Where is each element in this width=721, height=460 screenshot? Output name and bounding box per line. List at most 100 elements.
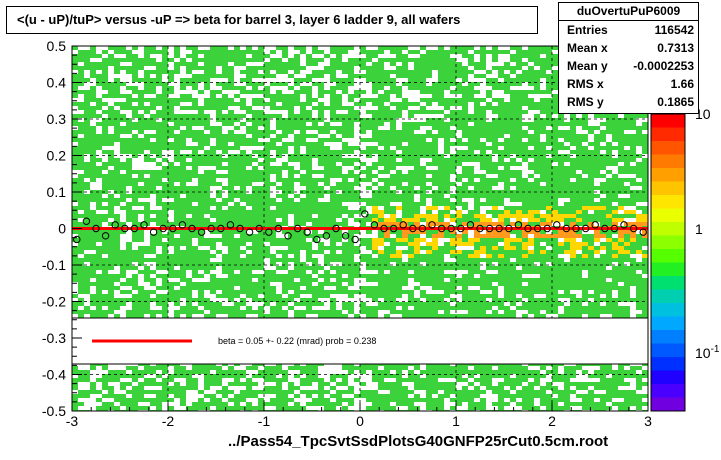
sparse-cell xyxy=(102,390,108,394)
sparse-cell xyxy=(258,78,264,82)
sparse-cell xyxy=(270,46,276,50)
sparse-cell xyxy=(222,398,228,402)
sparse-cell xyxy=(138,46,144,50)
sparse-cell xyxy=(384,50,390,54)
sparse-cell xyxy=(318,366,324,370)
sparse-cell xyxy=(324,238,330,242)
sparse-cell xyxy=(468,110,474,114)
sparse-cell xyxy=(540,134,546,138)
sparse-cell xyxy=(162,78,168,82)
sparse-cell xyxy=(336,122,342,126)
dense-cell xyxy=(492,246,498,250)
sparse-cell xyxy=(150,222,156,226)
sparse-cell xyxy=(114,290,120,294)
sparse-cell xyxy=(300,82,306,86)
sparse-cell xyxy=(192,290,198,294)
sparse-cell xyxy=(174,74,180,78)
sparse-cell xyxy=(576,398,582,402)
sparse-cell xyxy=(480,170,486,174)
sparse-cell xyxy=(228,106,234,110)
sparse-cell xyxy=(510,406,516,410)
sparse-cell xyxy=(96,386,102,390)
sparse-cell xyxy=(198,82,204,86)
sparse-cell xyxy=(102,146,108,150)
sparse-cell xyxy=(612,262,618,266)
sparse-cell xyxy=(456,106,462,110)
profile-point xyxy=(399,221,407,229)
sparse-cell xyxy=(186,90,192,94)
sparse-cell xyxy=(90,122,96,126)
sparse-cell xyxy=(414,118,420,122)
dense-cell xyxy=(570,246,576,250)
sparse-cell xyxy=(258,378,264,382)
profile-point xyxy=(82,217,91,225)
sparse-cell xyxy=(132,130,138,134)
sparse-cell xyxy=(438,290,444,294)
sparse-cell xyxy=(282,174,288,178)
colorbar-segment xyxy=(651,235,685,250)
sparse-cell xyxy=(210,386,216,390)
sparse-cell xyxy=(174,306,180,310)
profile-point xyxy=(495,224,503,233)
sparse-cell xyxy=(354,202,360,206)
sparse-cell xyxy=(168,218,174,222)
dense-cell xyxy=(642,218,648,222)
sparse-cell xyxy=(126,90,132,94)
sparse-cell xyxy=(96,370,102,374)
profile-point xyxy=(130,224,139,233)
sparse-cell xyxy=(102,54,108,58)
sparse-cell xyxy=(150,286,156,290)
sparse-cell xyxy=(312,314,318,318)
sparse-cell xyxy=(222,378,228,382)
sparse-cell xyxy=(222,110,228,114)
sparse-cell xyxy=(378,182,384,186)
sparse-cell xyxy=(276,110,282,114)
sparse-cell xyxy=(330,370,336,374)
sparse-cell xyxy=(186,138,192,142)
profile-point xyxy=(553,221,561,229)
sparse-cell xyxy=(336,294,342,298)
sparse-cell xyxy=(288,134,294,138)
sparse-cell xyxy=(318,46,324,50)
colorbar-segment xyxy=(651,168,685,182)
sparse-cell xyxy=(588,122,594,126)
sparse-cell xyxy=(372,58,378,62)
sparse-cell xyxy=(120,210,126,214)
y-tick-label: 0.2 xyxy=(47,148,67,164)
sparse-cell xyxy=(258,382,264,386)
dense-cell xyxy=(504,238,510,242)
sparse-cell xyxy=(336,90,342,94)
sparse-cell xyxy=(204,294,210,298)
sparse-cell xyxy=(492,406,498,410)
dense-cell xyxy=(576,234,582,238)
sparse-cell xyxy=(270,134,276,138)
sparse-cell xyxy=(354,242,360,246)
sparse-cell xyxy=(426,94,432,98)
sparse-cell xyxy=(546,230,552,234)
dense-cell xyxy=(642,214,648,218)
sparse-cell xyxy=(324,86,330,90)
sparse-cell xyxy=(642,390,648,394)
profile-point xyxy=(409,224,417,233)
dense-cell xyxy=(618,238,624,242)
dense-cell xyxy=(522,230,528,234)
dense-cell xyxy=(462,230,468,234)
sparse-cell xyxy=(600,126,606,130)
sparse-cell xyxy=(174,266,180,270)
sparse-cell xyxy=(84,250,90,254)
dense-cell xyxy=(510,222,516,226)
sparse-cell xyxy=(462,178,468,182)
sparse-cell xyxy=(150,166,156,170)
y-tick-label: -0.1 xyxy=(42,257,66,273)
sparse-cell xyxy=(342,166,348,170)
dense-cell xyxy=(540,250,546,254)
sparse-cell xyxy=(90,394,96,398)
sparse-cell xyxy=(378,174,384,178)
sparse-cell xyxy=(336,74,342,78)
sparse-cell xyxy=(168,154,174,158)
sparse-cell xyxy=(162,162,168,166)
sparse-cell xyxy=(588,370,594,374)
sparse-cell xyxy=(228,94,234,98)
